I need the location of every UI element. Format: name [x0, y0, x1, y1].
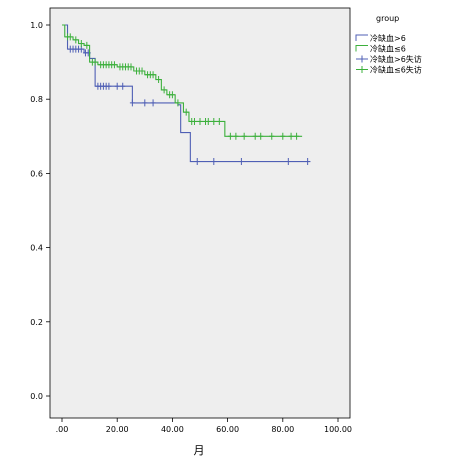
censor-mark — [233, 132, 239, 140]
censor-mark — [161, 86, 167, 94]
x-tick-label: 40.00 — [161, 425, 184, 434]
censor-mark — [175, 99, 181, 107]
censor-mark — [183, 108, 189, 116]
censor-mark — [211, 117, 217, 125]
y-tick-label: 0.8 — [30, 95, 43, 104]
legend-swatch — [356, 55, 368, 63]
x-tick-label: .00 — [56, 425, 69, 434]
censor-mark — [111, 61, 117, 69]
censor-mark — [84, 41, 90, 49]
censor-mark — [285, 158, 291, 166]
legend-label: 冷缺血≤6失访 — [370, 65, 422, 75]
censor-mark — [305, 158, 311, 166]
censor-mark — [238, 158, 244, 166]
censor-mark — [280, 132, 286, 140]
y-tick-label: 0.6 — [30, 169, 43, 178]
censor-mark — [129, 99, 135, 107]
censor-mark — [197, 117, 203, 125]
x-axis-title: 月 — [194, 444, 205, 457]
censor-mark — [156, 76, 162, 84]
axes: .00 20.00 40.00 60.00 80.00 100.00 0.0 0.2 0.4 0.… — [30, 21, 352, 434]
censor-mark — [288, 132, 294, 140]
y-tick-label: 0.2 — [30, 318, 43, 327]
censor-mark — [150, 99, 156, 107]
censor-mark — [73, 36, 79, 44]
censor-mark — [120, 82, 126, 90]
censor-mark — [114, 82, 120, 90]
censor-mark — [106, 82, 112, 90]
x-tick-label: 80.00 — [271, 425, 294, 434]
x-tick-label: 60.00 — [216, 425, 239, 434]
legend-label: 冷缺血>6 — [370, 33, 406, 43]
censor-mark — [269, 132, 275, 140]
legend-label: 冷缺血≤6 — [370, 44, 406, 54]
censor-mark — [252, 132, 258, 140]
censor-mark — [150, 71, 156, 79]
censor-mark — [205, 117, 211, 125]
legend-title: group — [376, 14, 399, 23]
y-tick-label: 1.0 — [30, 21, 43, 30]
censor-mark — [169, 91, 175, 99]
censor-mark — [67, 33, 73, 41]
censor-mark — [194, 158, 200, 166]
legend-swatch — [355, 45, 368, 52]
censor-mark — [78, 40, 84, 48]
y-tick-label: 0.0 — [30, 392, 43, 401]
censor-mark — [128, 63, 134, 71]
x-tick-label: 100.00 — [324, 425, 352, 434]
censor-mark — [216, 117, 222, 125]
legend-swatch — [355, 34, 368, 41]
censor-mark — [142, 99, 148, 107]
censor-mark — [294, 132, 300, 140]
censor-mark — [211, 158, 217, 166]
censor-mark — [227, 132, 233, 140]
legend-label: 冷缺血>6失访 — [370, 54, 422, 64]
censor-mark — [92, 58, 98, 66]
censor-mark — [258, 132, 264, 140]
plot-background — [49, 7, 351, 419]
y-tick-label: 0.4 — [30, 244, 43, 253]
censor-mark — [191, 117, 197, 125]
censor-mark — [139, 67, 145, 75]
x-tick-label: 20.00 — [106, 425, 129, 434]
censor-mark — [241, 132, 247, 140]
series-layer — [62, 24, 311, 166]
legend-swatch — [356, 66, 368, 73]
